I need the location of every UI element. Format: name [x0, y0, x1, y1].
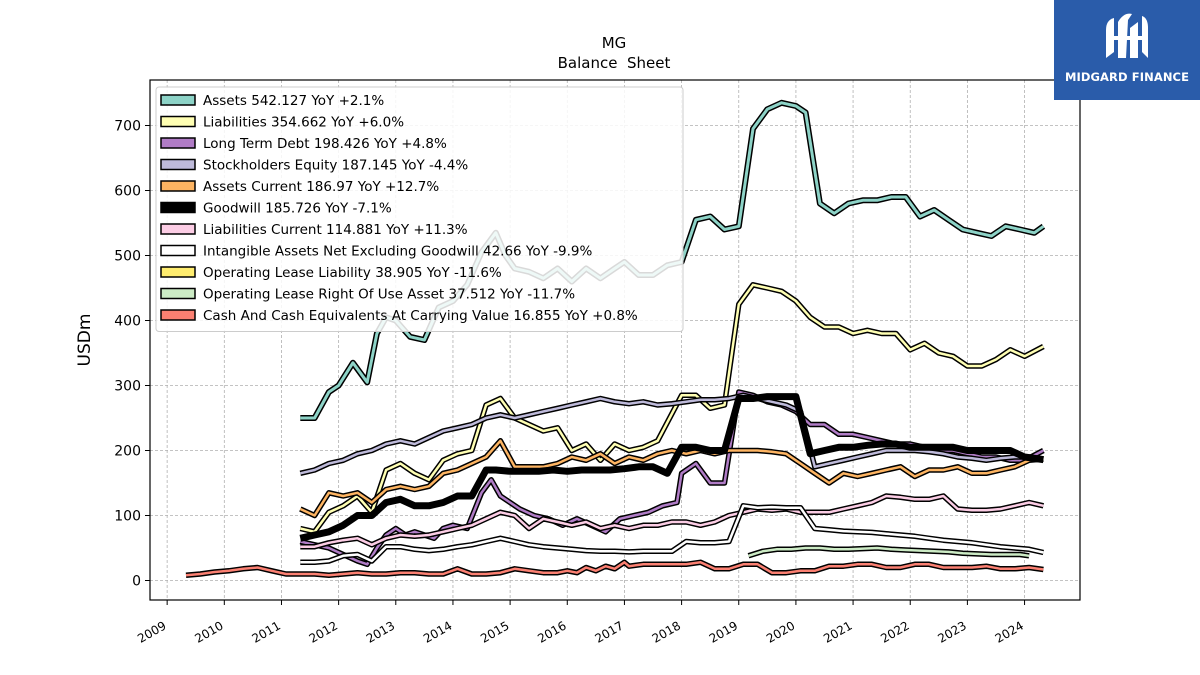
x-axis: 2009 2010 2011 2012 2013 2014 2015 2016 2017 2018…	[135, 600, 1026, 646]
legend-swatch	[160, 115, 196, 128]
legend-label: Assets 542.127 YoY +2.1%	[203, 93, 384, 109]
legend-item: Liabilities 354.662 YoY +6.0%	[160, 115, 404, 131]
y-tick-label: 500	[114, 249, 141, 265]
legend-label: Liabilities Current 114.881 YoY +11.3%	[203, 222, 468, 238]
logo-text: MIDGARD FINANCE	[1064, 70, 1190, 84]
legend-swatch	[160, 180, 196, 192]
legend-item: Operating Lease Liability 38.905 YoY -11…	[160, 265, 502, 281]
legend-swatch	[160, 287, 196, 300]
x-tick-label: 2009	[135, 618, 168, 645]
legend-label: Operating Lease Liability 38.905 YoY -11…	[203, 265, 502, 281]
y-axis: 0 100 200 300 400 500 600 700	[114, 119, 150, 590]
legend-item: Intangible Assets Net Excluding Goodwill…	[160, 244, 593, 260]
x-tick-label: 2017	[592, 618, 625, 645]
legend-item: Assets Current 186.97 YoY +12.7%	[160, 179, 439, 195]
series-operating-lease-right-of-use-asset	[747, 545, 1030, 559]
series-liabilities	[299, 282, 1045, 535]
legend-label: Operating Lease Right Of Use Asset 37.51…	[203, 287, 575, 303]
legend-swatch	[160, 94, 196, 106]
x-tick-label: 2023	[935, 618, 968, 645]
series-stockholders-equity	[299, 392, 1044, 476]
legend: Assets 542.127 YoY +2.1% Liabilities 354.…	[155, 86, 684, 332]
legend-item: Operating Lease Right Of Use Asset 37.51…	[160, 287, 575, 303]
y-tick-label: 100	[114, 509, 141, 525]
legend-swatch	[160, 137, 196, 149]
midgard-logo-icon	[1106, 13, 1148, 58]
legend-swatch	[160, 266, 196, 278]
series-line	[300, 283, 1044, 534]
series-line	[299, 393, 1044, 542]
y-axis-label: USDm	[75, 314, 95, 367]
legend-label: Goodwill 185.726 YoY -7.1%	[203, 201, 392, 217]
legend-item: Goodwill 185.726 YoY -7.1%	[160, 201, 392, 217]
legend-label: Assets Current 186.97 YoY +12.7%	[203, 179, 439, 195]
series-intangible-assets-net-excluding-goodwill	[300, 503, 1045, 566]
series-cash-and-cash-equivalents-at-carrying-value	[185, 559, 1044, 579]
x-tick-label: 2019	[707, 618, 740, 645]
midgard-logo: MIDGARD FINANCE	[1054, 0, 1200, 100]
legend-swatch	[160, 223, 196, 235]
y-tick-label: 300	[114, 379, 141, 395]
x-tick-label: 2021	[821, 618, 854, 645]
y-tick-label: 600	[114, 184, 141, 200]
series-lines	[185, 99, 1046, 579]
plot-frame	[149, 79, 1081, 601]
legend-swatch	[160, 309, 196, 321]
legend-box	[155, 86, 684, 332]
x-tick-label: 2024	[993, 618, 1026, 645]
chart-subtitle: Balance Sheet	[558, 54, 671, 72]
legend-item: Assets 542.127 YoY +2.1%	[160, 93, 384, 109]
x-tick-label: 2013	[364, 618, 397, 645]
series-assets-current	[299, 438, 1044, 519]
y-tick-label: 0	[132, 574, 141, 590]
x-tick-label: 2011	[250, 618, 283, 645]
x-tick-label: 2020	[764, 618, 797, 645]
x-tick-label: 2014	[421, 618, 454, 645]
y-tick-label: 400	[114, 314, 141, 330]
legend-item: Long Term Debt 198.426 YoY +4.8%	[160, 136, 447, 152]
legend-label: Stockholders Equity 187.145 YoY -4.4%	[203, 158, 468, 174]
x-tick-label: 2016	[535, 618, 568, 645]
series-line	[300, 394, 1044, 475]
legend-swatch	[160, 244, 196, 257]
series-liabilities-current	[300, 493, 1045, 550]
x-tick-label: 2015	[478, 618, 511, 645]
series-line	[748, 546, 1030, 558]
y-tick-label: 200	[114, 444, 141, 460]
y-tick-label: 700	[114, 119, 141, 135]
legend-swatch	[160, 158, 196, 171]
legend-item: Cash And Cash Equivalents At Carrying Va…	[160, 308, 638, 324]
legend-swatch	[160, 201, 196, 214]
legend-label: Cash And Cash Equivalents At Carrying Va…	[203, 308, 638, 324]
series-line	[185, 561, 1044, 577]
legend-item: Stockholders Equity 187.145 YoY -4.4%	[160, 158, 468, 174]
series-line	[300, 504, 1044, 564]
series-line	[299, 439, 1044, 517]
legend-item: Liabilities Current 114.881 YoY +11.3%	[160, 222, 468, 238]
x-tick-label: 2018	[650, 618, 683, 645]
chart-title: MG	[602, 34, 627, 52]
legend-label: Liabilities 354.662 YoY +6.0%	[203, 115, 404, 131]
x-tick-label: 2012	[307, 618, 340, 645]
x-tick-label: 2010	[192, 618, 225, 645]
legend-label: Intangible Assets Net Excluding Goodwill…	[203, 244, 593, 260]
series-line	[300, 494, 1044, 548]
x-tick-label: 2022	[878, 618, 911, 645]
legend-label: Long Term Debt 198.426 YoY +4.8%	[203, 136, 447, 152]
series-goodwill	[299, 393, 1044, 542]
